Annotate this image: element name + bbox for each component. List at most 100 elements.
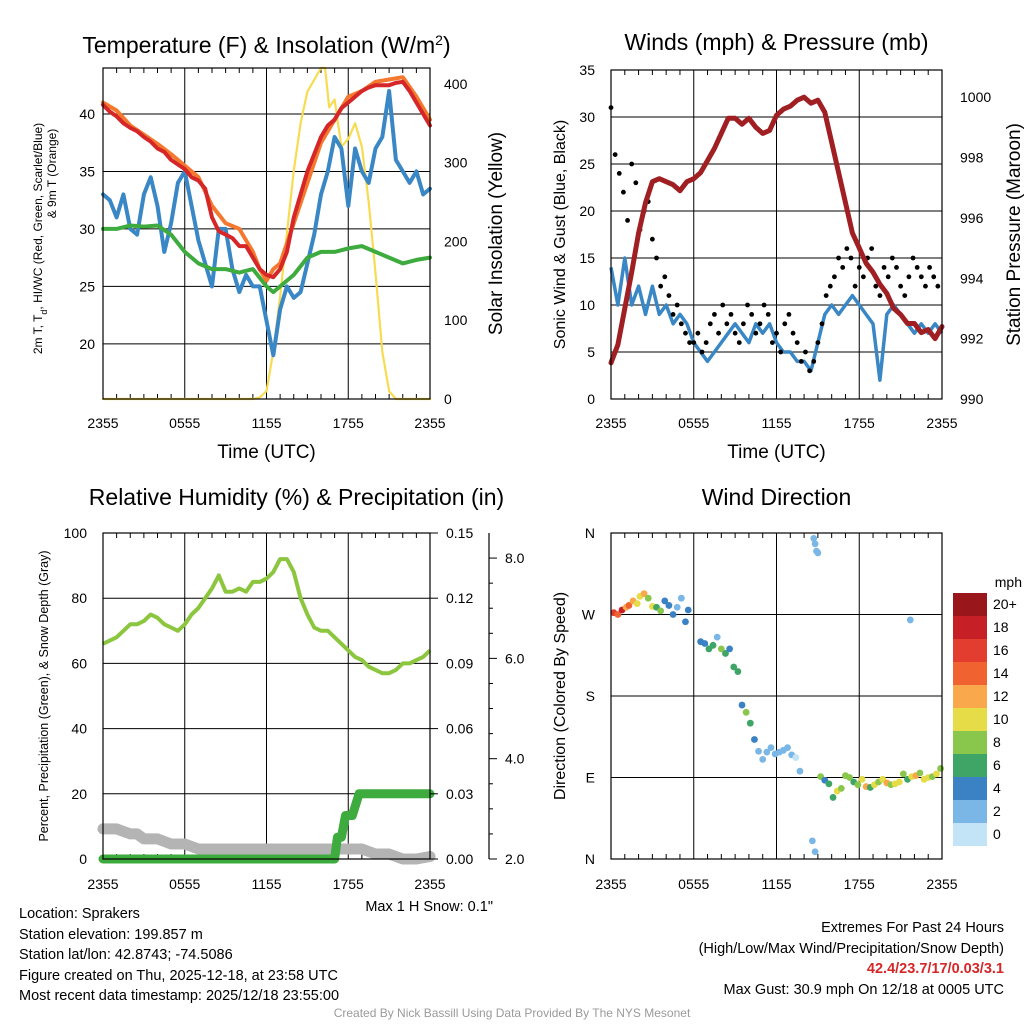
gust-point [753, 330, 759, 336]
rh-y-tick-label: 0 [79, 851, 87, 867]
latlon-text: Station lat/lon: 42.8743; -74.5086 [19, 947, 233, 963]
gust-point [621, 189, 626, 195]
temp-y2-tick-label: 300 [444, 155, 468, 171]
colorbar-swatch [953, 754, 987, 777]
direction-point [673, 603, 681, 611]
direction-point [682, 618, 689, 626]
wind-x-label: Time (UTC) [727, 442, 826, 463]
direction-point [734, 668, 742, 675]
temp-series-0-line [101, 89, 432, 358]
colorbar-title: mph [995, 574, 1022, 590]
direction-point [811, 540, 819, 548]
temp-y-tick-label: 30 [79, 221, 95, 237]
gust-point [724, 321, 730, 327]
rh-x-tick-label: 1755 [333, 876, 364, 892]
direction-point [665, 602, 673, 609]
snow-tick-label: 6.0 [505, 650, 525, 666]
dir-y-tick-label: E [586, 770, 595, 786]
snow-tick-label: 8.0 [505, 550, 525, 566]
colorbar-swatch [953, 708, 987, 731]
location-text: Location: Sprakers [19, 906, 140, 922]
gust-point [836, 255, 841, 261]
gust-point [654, 255, 659, 261]
colorbar-swatch [953, 800, 987, 823]
gust-point [877, 293, 883, 298]
colorbar-swatch [953, 616, 987, 639]
wind-y-label: Sonic Wind & Gust (Blue, Black) [552, 120, 569, 349]
gust-point [649, 236, 655, 242]
temp-y-label-part: 2m T, T [31, 314, 45, 354]
gust-point [683, 330, 688, 336]
temp-y-tick-label: 40 [79, 106, 95, 122]
dir-x-tick-label: 2355 [595, 876, 626, 892]
gust-point [881, 265, 887, 270]
gust-point [774, 330, 779, 336]
gust-point [935, 283, 941, 289]
wind-x-tick-label: 2355 [926, 415, 957, 431]
gust-point [625, 218, 630, 223]
precip-tick-label: 0.12 [446, 590, 473, 606]
gust-point [852, 283, 858, 289]
colorbar-label: 20+ [993, 596, 1017, 612]
direction-point [825, 780, 833, 788]
rh-line [102, 557, 432, 676]
gust-point [931, 274, 937, 280]
direction-point [854, 781, 862, 789]
temp-y-label-line1: 2m T, Td, HI/WC (Red, Green, Scarlet/Blu… [31, 123, 49, 354]
dir-y-tick-label: N [585, 851, 595, 867]
temp-y-tick-label: 35 [79, 163, 95, 179]
colorbar-label: 6 [993, 757, 1001, 773]
temp-y-label-part: , HI/WC (Red, Green, Scarlet/Blue) [31, 123, 45, 310]
dir-title: Wind Direction [702, 484, 852, 510]
precip-tick-label: 0.03 [446, 786, 473, 802]
dir-x-tick-label: 1155 [761, 876, 791, 892]
colorbar-label: 8 [993, 734, 1001, 750]
direction-point [633, 600, 641, 608]
dir-y-label: Direction (Colored By Speed) [552, 592, 569, 800]
direction-point [899, 770, 907, 778]
gust-point [749, 312, 755, 317]
direction-point [811, 848, 819, 856]
wind-x-tick-label: 1155 [761, 415, 791, 431]
direction-point [937, 765, 945, 772]
wind-y-tick-label: 10 [579, 297, 595, 313]
gust-point [811, 359, 817, 364]
direction-point [684, 606, 692, 614]
gust-point [803, 349, 808, 355]
direction-point [933, 770, 940, 778]
pressure-line [608, 94, 945, 366]
rh-y-tick-label: 100 [64, 525, 88, 541]
gust-point [898, 283, 904, 289]
rh-x-tick-label: 2355 [87, 876, 118, 892]
gust-point [807, 368, 812, 374]
direction-point [755, 747, 762, 755]
colorbar-swatch [953, 731, 987, 754]
wind-y2-tick-label: 992 [960, 331, 984, 347]
direction-point [661, 597, 669, 605]
temp-y-label-line2: & 9m T (Orange) [45, 129, 59, 219]
temp-x-tick-label: 2355 [87, 415, 118, 431]
temp-y-label-sub: d [39, 310, 49, 315]
direction-point [640, 590, 648, 598]
colorbar-label: 12 [993, 688, 1009, 704]
gust-point [873, 283, 879, 289]
direction-point [726, 645, 734, 653]
direction-point [796, 767, 804, 775]
gust-point [778, 349, 784, 355]
direction-point [784, 744, 791, 752]
colorbar-swatch [953, 777, 987, 800]
precip-tick-label: 0.15 [446, 525, 473, 541]
gust-point [662, 274, 668, 280]
wind-y2-tick-label: 998 [960, 150, 984, 166]
wind-x-tick-label: 0555 [678, 415, 709, 431]
dir-y-tick-label: N [585, 525, 595, 541]
gust-point [612, 152, 618, 158]
gust-point [691, 340, 697, 345]
gust-point [707, 321, 713, 327]
wind-border [610, 69, 943, 400]
temp-y2-tick-label: 400 [444, 76, 468, 92]
colorbar-label: 10 [993, 711, 1009, 727]
snow-tick-label: 2.0 [505, 851, 525, 867]
gust-point [765, 312, 771, 317]
gust-point [769, 340, 775, 345]
